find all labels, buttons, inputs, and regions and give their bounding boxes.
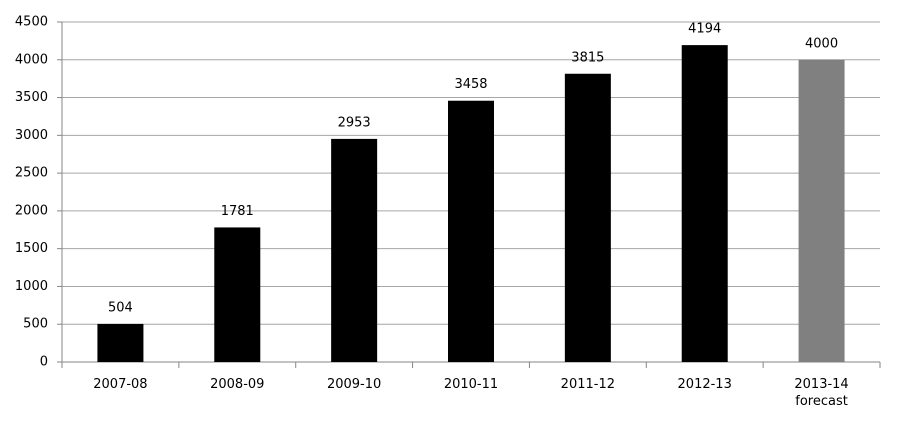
bar: [448, 100, 494, 363]
bar: [331, 138, 378, 362]
y-tick-label: 2000: [15, 203, 48, 218]
data-label: 1781: [221, 204, 254, 219]
data-label: 4000: [805, 36, 838, 51]
y-tick-label: 3500: [15, 90, 48, 105]
data-label: 504: [108, 300, 133, 315]
bar: [681, 45, 728, 363]
data-label: 3815: [571, 50, 604, 65]
x-tick-label: 2008-09: [210, 377, 265, 392]
bar: [564, 73, 611, 362]
x-tick-label: 2007-08: [93, 377, 148, 392]
y-tick-label: 3000: [15, 128, 48, 143]
y-tick-label: 4000: [15, 52, 48, 67]
x-tick-label: 2009-10: [326, 377, 382, 392]
x-tick-label: 2012-13: [677, 377, 732, 392]
bar: [97, 323, 144, 362]
y-tick-label: 2500: [15, 166, 48, 181]
y-tick-label: 500: [23, 317, 48, 332]
y-tick-label: 1500: [15, 241, 48, 256]
bar: [214, 227, 261, 362]
data-label: 3458: [454, 77, 487, 92]
y-tick-label: 1000: [15, 279, 48, 294]
x-tick-label: 2013-14 forecast: [794, 377, 849, 409]
y-tick-label: 0: [40, 355, 48, 370]
data-label: 4194: [688, 22, 721, 37]
x-tick-label: 2010-11: [443, 377, 499, 392]
y-tick-label: 4500: [15, 15, 48, 30]
x-tick-label: 2011-12: [560, 377, 615, 392]
data-label: 2953: [338, 115, 371, 130]
bar: [798, 59, 845, 363]
